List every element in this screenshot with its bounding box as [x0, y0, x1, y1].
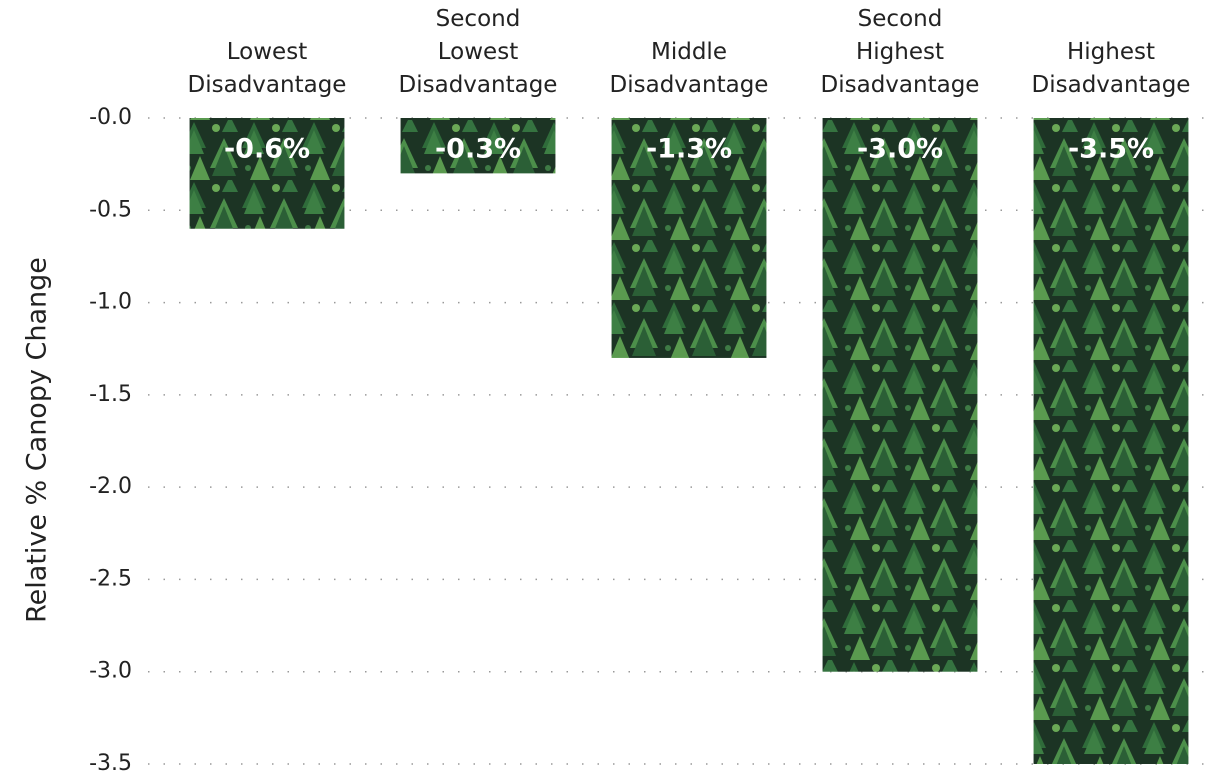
x-tick-label: Lowest Disadvantage — [187, 39, 347, 98]
bar — [611, 118, 767, 358]
bar — [822, 118, 978, 672]
x-tick-label: Second Highest Disadvantage — [820, 6, 980, 98]
y-tick-label: -2.5 — [89, 566, 132, 591]
y-tick-label: -1.0 — [89, 290, 132, 315]
y-tick-label: -0.5 — [89, 197, 132, 222]
y-axis-title: Relative % Canopy Change — [22, 257, 53, 623]
value-label: -0.3% — [435, 134, 521, 165]
y-tick-label: -3.5 — [89, 751, 132, 775]
y-tick-label: -3.0 — [89, 659, 132, 684]
x-tick-label: Second Lowest Disadvantage — [398, 6, 558, 98]
bar — [400, 118, 556, 174]
x-tick-label: Middle Disadvantage — [609, 39, 769, 98]
value-label: -3.5% — [1068, 134, 1154, 165]
y-tick-label: -2.0 — [89, 474, 132, 499]
x-tick-label: Highest Disadvantage — [1031, 39, 1191, 98]
bar — [1033, 118, 1189, 764]
bar — [189, 118, 345, 229]
y-tick-label: -1.5 — [89, 382, 132, 407]
value-label: -1.3% — [646, 134, 732, 165]
y-tick-label: -0.0 — [89, 105, 132, 130]
value-label: -0.6% — [224, 134, 310, 165]
value-label: -3.0% — [857, 134, 943, 165]
